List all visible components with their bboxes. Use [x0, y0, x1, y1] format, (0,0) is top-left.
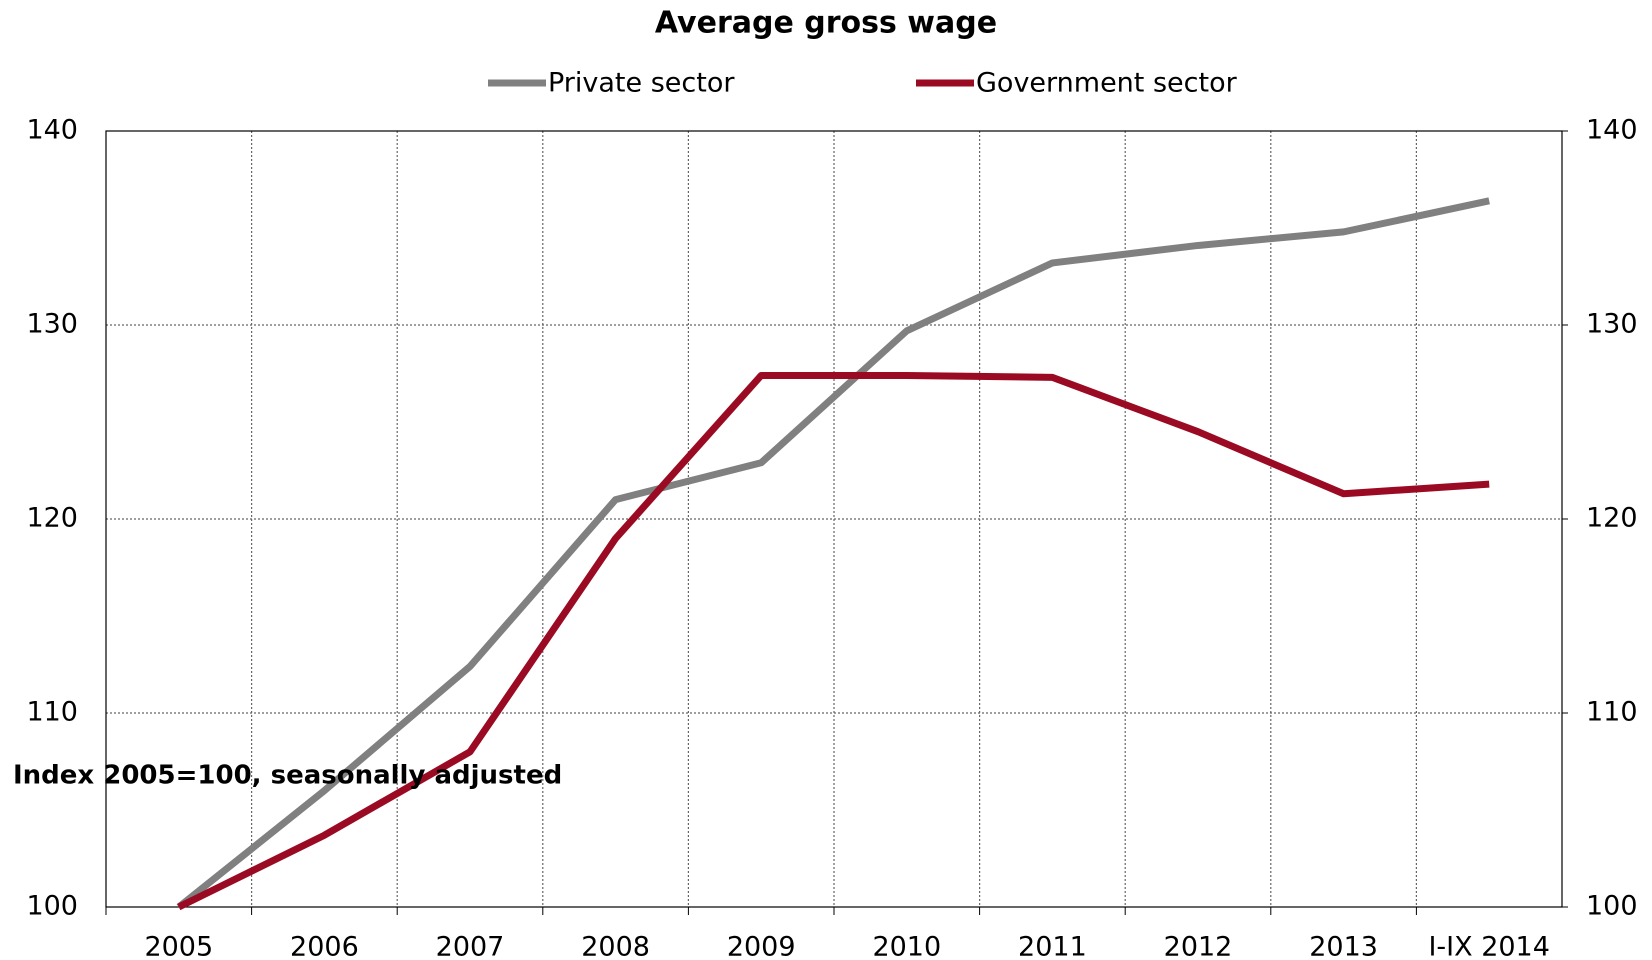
y2-tick-label: 110	[1586, 697, 1638, 728]
y2-tick-label: 120	[1586, 503, 1638, 534]
line-series	[176, 197, 1490, 910]
line-series	[177, 371, 1490, 911]
x-tick-label: 2005	[144, 932, 213, 960]
y-tick-label: 130	[26, 309, 78, 340]
chart-title: Average gross wage	[655, 6, 997, 41]
legend-label: Government sector	[976, 68, 1238, 99]
legend-label: Private sector	[548, 68, 735, 99]
y-tick-label: 120	[26, 503, 78, 534]
x-tick-label: 2010	[872, 932, 941, 960]
x-tick-label: 2013	[1309, 932, 1378, 960]
x-tick-label: 2012	[1164, 932, 1233, 960]
x-tick-label: 2009	[727, 932, 796, 960]
y2-tick-label: 130	[1586, 309, 1638, 340]
x-tick-label: I-IX 2014	[1428, 932, 1549, 960]
x-tick-label: 2011	[1018, 932, 1087, 960]
annotation: Index 2005=100, seasonally adjusted	[13, 761, 562, 791]
y-tick-label: 140	[26, 115, 78, 146]
y-tick-label: 100	[26, 891, 78, 922]
y-tick-label: 110	[26, 697, 78, 728]
y2-tick-label: 100	[1586, 891, 1638, 922]
x-tick-label: 2006	[290, 932, 359, 960]
x-tick-label: 2007	[436, 932, 505, 960]
x-tick-label: 2008	[581, 932, 650, 960]
y2-tick-label: 140	[1586, 115, 1638, 146]
